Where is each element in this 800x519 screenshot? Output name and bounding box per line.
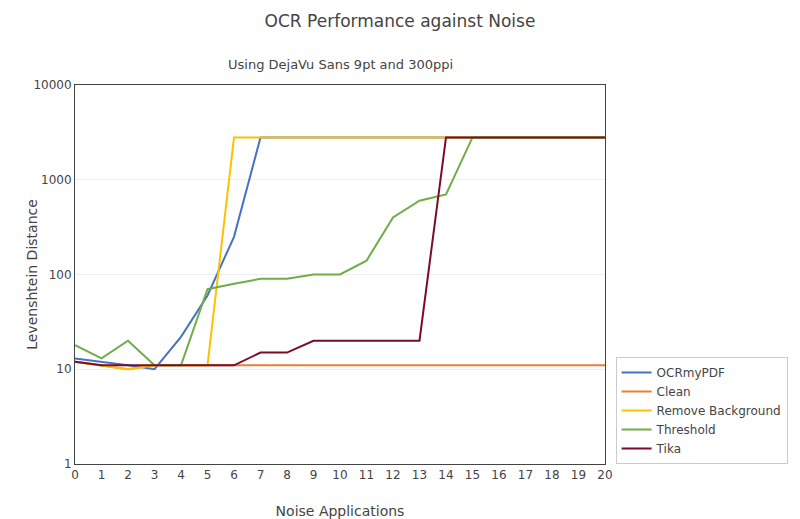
svg-text:9: 9 (310, 468, 318, 482)
svg-text:Levenshtein Distance: Levenshtein Distance (24, 199, 40, 350)
svg-text:6: 6 (230, 468, 238, 482)
svg-text:12: 12 (385, 468, 400, 482)
svg-text:Clean: Clean (657, 385, 691, 399)
svg-text:3: 3 (151, 468, 159, 482)
svg-text:Remove Background: Remove Background (657, 404, 781, 418)
svg-text:Threshold: Threshold (656, 423, 716, 437)
svg-text:10000: 10000 (33, 78, 71, 92)
svg-text:Tika: Tika (656, 442, 681, 456)
svg-text:1000: 1000 (41, 173, 72, 187)
svg-text:0: 0 (71, 468, 79, 482)
svg-text:4: 4 (177, 468, 185, 482)
svg-text:8: 8 (283, 468, 291, 482)
svg-text:7: 7 (257, 468, 265, 482)
svg-text:5: 5 (204, 468, 212, 482)
svg-text:17: 17 (518, 468, 533, 482)
svg-text:18: 18 (544, 468, 559, 482)
svg-text:11: 11 (359, 468, 374, 482)
svg-text:Using DejaVu Sans 9pt and 300p: Using DejaVu Sans 9pt and 300ppi (228, 57, 453, 72)
svg-text:13: 13 (412, 468, 427, 482)
svg-text:2: 2 (124, 468, 132, 482)
svg-text:14: 14 (438, 468, 453, 482)
svg-text:10: 10 (56, 362, 71, 376)
svg-text:16: 16 (491, 468, 506, 482)
svg-text:100: 100 (49, 268, 72, 282)
svg-text:19: 19 (571, 468, 586, 482)
svg-text:Noise Applications: Noise Applications (276, 503, 405, 519)
svg-text:OCRmyPDF: OCRmyPDF (657, 366, 725, 380)
svg-text:1: 1 (98, 468, 106, 482)
svg-text:10: 10 (332, 468, 347, 482)
svg-text:20: 20 (597, 468, 612, 482)
svg-text:15: 15 (465, 468, 480, 482)
svg-text:1: 1 (64, 457, 72, 471)
svg-text:OCR Performance against Noise: OCR Performance against Noise (265, 11, 536, 31)
